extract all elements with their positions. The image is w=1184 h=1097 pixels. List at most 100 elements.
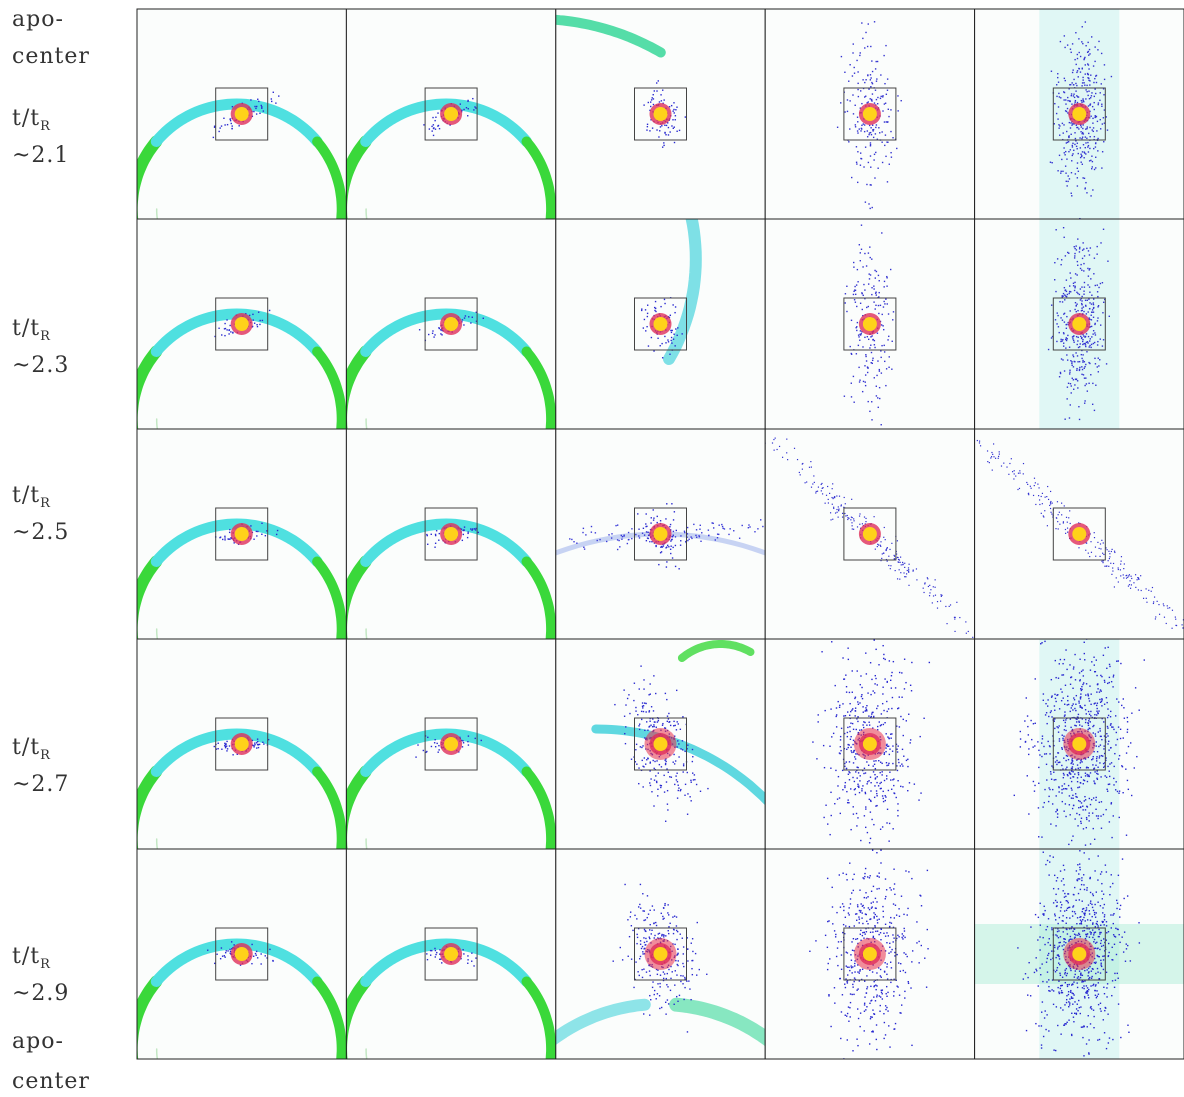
particle (929, 595, 930, 596)
particle (692, 749, 693, 750)
particle (840, 746, 841, 747)
particle (654, 994, 655, 995)
particle (647, 895, 648, 896)
particle (830, 519, 831, 520)
particle (1077, 102, 1078, 103)
particle (259, 744, 260, 745)
particle (850, 1063, 851, 1064)
particle (1071, 840, 1072, 841)
particle (1092, 309, 1093, 310)
particle (893, 995, 894, 996)
particle (229, 949, 230, 950)
particle (1126, 752, 1127, 753)
particle (1074, 248, 1075, 249)
particle (884, 145, 885, 146)
particle (849, 731, 850, 732)
particle (850, 519, 851, 520)
particle (886, 778, 887, 779)
particle (672, 557, 673, 558)
particle (1060, 171, 1061, 172)
particle (896, 954, 897, 955)
particle (1094, 136, 1095, 137)
particle (859, 910, 860, 911)
particle (648, 102, 649, 103)
particle (1104, 64, 1105, 65)
particle (669, 131, 670, 132)
particle (1084, 780, 1085, 781)
particle (821, 490, 822, 491)
particle (642, 533, 643, 534)
particle (256, 324, 257, 325)
particle (681, 333, 682, 334)
particle (876, 395, 877, 396)
particle (640, 884, 641, 885)
particle (897, 540, 898, 541)
particle (256, 955, 257, 956)
particle (861, 22, 862, 23)
particle (670, 540, 671, 541)
particle (1063, 720, 1064, 721)
particle (1079, 251, 1080, 252)
particle (1167, 605, 1168, 606)
particle (786, 452, 787, 453)
particle (1038, 487, 1039, 488)
particle (664, 303, 665, 304)
particle (847, 736, 848, 737)
particle (1064, 290, 1065, 291)
particle (1092, 166, 1093, 167)
particle (630, 911, 631, 912)
particle (856, 162, 857, 163)
particle (859, 513, 860, 514)
core (654, 107, 668, 121)
particle (573, 541, 574, 542)
particle (865, 808, 866, 809)
particle (1151, 591, 1152, 592)
particle (272, 960, 273, 961)
particle (250, 525, 251, 526)
particle (900, 557, 901, 558)
particle (1085, 709, 1086, 710)
particle (872, 712, 873, 713)
particle (651, 337, 652, 338)
particle (872, 358, 873, 359)
particle (1080, 299, 1081, 300)
particle (865, 518, 866, 519)
row-label: t/tR (12, 316, 51, 344)
particle (651, 517, 652, 518)
particle (855, 715, 856, 716)
particle (1079, 659, 1080, 660)
particle (905, 576, 906, 577)
particle (680, 975, 681, 976)
particle (582, 532, 583, 533)
particle (435, 956, 436, 957)
particle (826, 495, 827, 496)
particle (883, 301, 884, 302)
particle (1084, 705, 1085, 706)
particle (875, 649, 876, 650)
particle (1076, 311, 1077, 312)
particle (1051, 304, 1052, 305)
particle (1092, 106, 1093, 107)
particle (880, 1005, 881, 1006)
particle (1047, 486, 1048, 487)
particle (655, 545, 656, 546)
particle (866, 931, 867, 932)
core (863, 107, 877, 121)
particle (260, 963, 261, 964)
particle (881, 990, 882, 991)
particle (662, 357, 663, 358)
particle (1099, 556, 1100, 557)
particle (1060, 172, 1061, 173)
particle (638, 535, 639, 536)
particle (253, 956, 254, 957)
particle (857, 526, 858, 527)
particle (762, 526, 763, 527)
particle (1038, 767, 1039, 768)
particle (665, 761, 666, 762)
particle (848, 907, 849, 908)
particle (643, 528, 644, 529)
particle (671, 337, 672, 338)
particle (823, 817, 824, 818)
particle (1070, 360, 1071, 361)
particle (919, 895, 920, 896)
